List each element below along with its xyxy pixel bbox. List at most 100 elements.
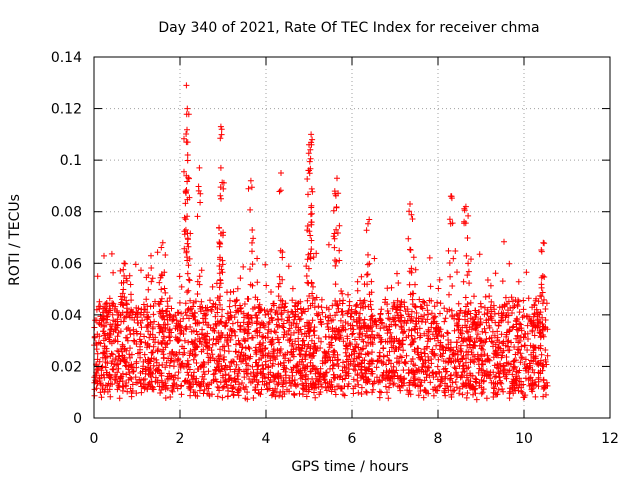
data-point (442, 373, 449, 380)
data-point (425, 353, 432, 360)
data-point (252, 359, 259, 366)
data-point (146, 379, 153, 386)
data-point (416, 296, 423, 303)
data-point (542, 317, 549, 323)
data-point (385, 357, 392, 363)
data-point (164, 376, 171, 383)
data-point (309, 188, 316, 195)
data-point (247, 266, 253, 273)
data-point (152, 298, 158, 305)
y-tick-label: 0.14 (51, 50, 82, 66)
data-point (310, 283, 316, 290)
data-point (349, 330, 356, 337)
data-point (292, 311, 299, 318)
data-point (345, 307, 352, 314)
data-point (331, 349, 338, 355)
x-tick-label: 12 (601, 431, 619, 447)
data-point (420, 394, 427, 401)
x-axis-label: GPS time / hours (291, 459, 408, 475)
data-point (137, 331, 144, 338)
data-point (97, 380, 104, 387)
y-tick-label: 0.02 (51, 359, 82, 375)
data-point (468, 349, 475, 356)
data-point (279, 381, 286, 388)
data-point (95, 303, 102, 310)
data-point (366, 365, 373, 372)
data-point (159, 348, 165, 355)
data-point (363, 271, 370, 278)
data-point (260, 339, 267, 346)
data-point (214, 384, 221, 390)
data-point (390, 303, 397, 310)
data-point (364, 350, 371, 357)
x-tick-label: 0 (90, 431, 99, 447)
data-point (454, 356, 461, 363)
data-point (398, 323, 405, 330)
data-point (415, 392, 422, 399)
data-point (539, 289, 546, 296)
data-point (267, 308, 274, 314)
data-point (333, 301, 340, 308)
data-point (164, 385, 171, 392)
data-point (369, 349, 375, 356)
data-point (204, 340, 211, 347)
data-point (348, 306, 355, 313)
data-point (531, 301, 538, 308)
data-point (437, 382, 444, 389)
data-point (463, 394, 470, 401)
data-point (408, 317, 415, 324)
data-point (400, 367, 407, 374)
data-point (311, 389, 317, 396)
data-point (194, 278, 201, 285)
data-point (271, 373, 278, 380)
data-point (289, 297, 296, 304)
data-point (495, 345, 502, 351)
data-point (305, 329, 312, 335)
data-point (104, 353, 110, 360)
data-point (388, 333, 395, 340)
data-point (513, 357, 519, 364)
data-point (100, 350, 107, 357)
data-point (339, 376, 346, 383)
data-point (186, 175, 192, 182)
data-point (183, 172, 190, 179)
data-point (475, 319, 482, 325)
data-point (289, 351, 296, 358)
data-point (247, 281, 254, 288)
data-point (498, 380, 505, 387)
data-point (127, 374, 134, 381)
data-point (344, 333, 351, 340)
data-point (510, 390, 517, 397)
data-point (461, 220, 468, 227)
data-point (382, 383, 389, 390)
data-point (215, 329, 222, 336)
data-point (412, 281, 418, 288)
data-point (476, 365, 483, 372)
data-point (262, 311, 269, 318)
data-point (102, 335, 109, 342)
data-point (173, 323, 180, 329)
data-point (127, 385, 134, 392)
data-point (151, 318, 158, 325)
data-point (297, 351, 304, 358)
data-point (104, 331, 111, 338)
data-point (267, 339, 274, 346)
data-point (309, 317, 316, 324)
x-tick-label: 10 (515, 431, 533, 447)
x-tick-label: 8 (434, 431, 443, 447)
data-point (248, 334, 255, 341)
data-point (237, 275, 244, 282)
data-point (186, 379, 193, 386)
data-point (394, 270, 400, 277)
data-point (216, 270, 223, 277)
data-point (265, 350, 272, 357)
data-point (209, 351, 216, 358)
data-point (350, 316, 357, 323)
data-point (352, 343, 358, 350)
data-point (358, 360, 365, 367)
data-point (460, 365, 467, 372)
data-point (106, 303, 113, 310)
data-point (303, 273, 310, 279)
data-point (170, 383, 177, 390)
data-point (206, 337, 213, 343)
